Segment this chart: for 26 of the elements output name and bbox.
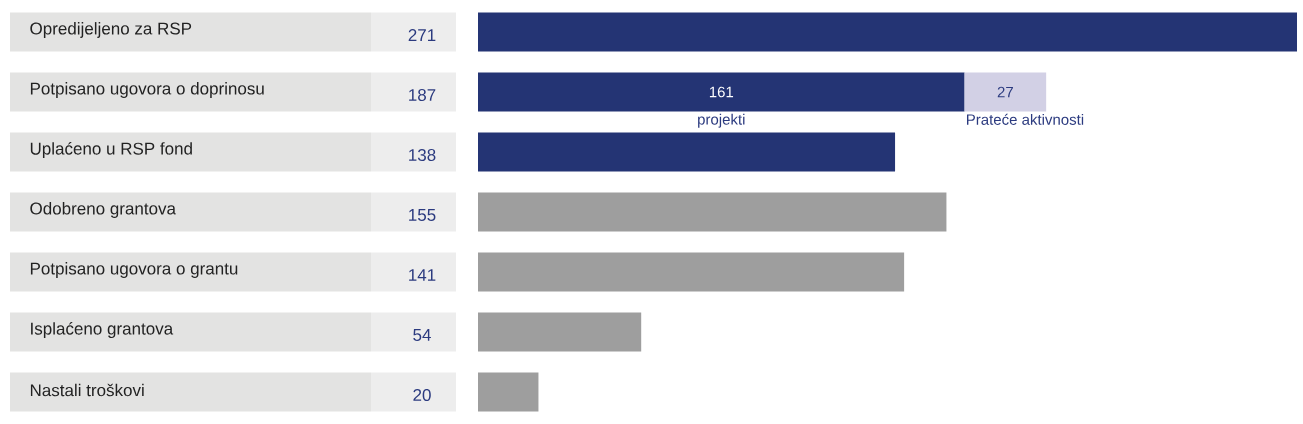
bar <box>478 312 642 352</box>
total-label: 187 <box>409 88 436 102</box>
y-tick-label: Nastali troškovi <box>30 383 144 397</box>
y-tick-label: Opredijeljeno za RSP <box>30 22 192 38</box>
y-tick-label: Potpisano ugovora o doprinosu <box>30 82 264 98</box>
series-label: projekti <box>698 113 745 128</box>
total-label: 141 <box>409 269 436 281</box>
y-tick-label: Potpisano ugovora o grantu <box>30 262 238 278</box>
bar <box>964 72 1047 112</box>
bar <box>478 12 1297 52</box>
y-tick-label: Odobreno grantova <box>30 202 176 218</box>
bar <box>478 252 905 292</box>
bar <box>478 192 947 232</box>
bar <box>478 372 539 412</box>
total-label: 20 <box>413 388 431 402</box>
y-tick-label: Uplaćeno u RSP fond <box>30 141 192 159</box>
bar <box>478 132 896 172</box>
total-label: 138 <box>409 148 436 162</box>
series-label: Prateće aktivnosti <box>966 113 1084 125</box>
bar <box>478 72 965 112</box>
total-label: 271 <box>408 29 436 41</box>
data-label: 161 <box>709 86 734 98</box>
y-tick-label: Isplaćeno grantova <box>31 321 174 339</box>
total-label: 155 <box>409 209 436 221</box>
data-label: 27 <box>997 86 1013 98</box>
total-label: 54 <box>413 329 431 341</box>
